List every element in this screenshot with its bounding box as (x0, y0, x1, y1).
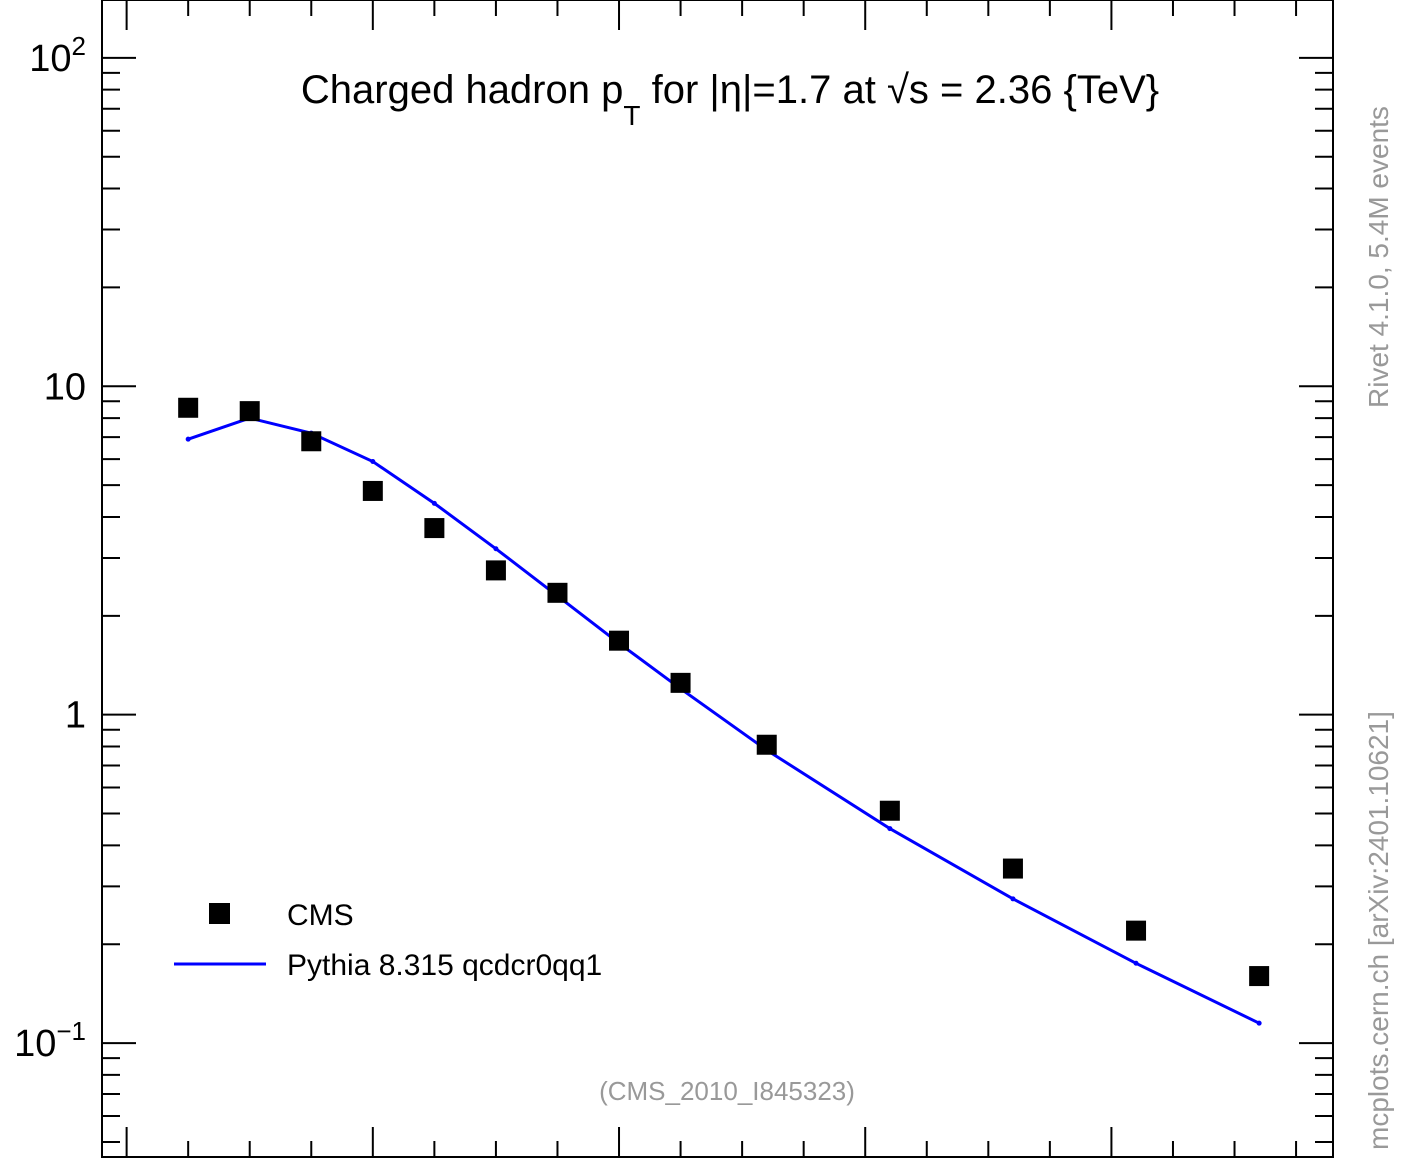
pythia-point (1010, 896, 1016, 902)
pythia-point (493, 546, 499, 552)
cms-point (424, 518, 445, 539)
y-tick-label: 1 (65, 695, 86, 737)
pythia-point (1133, 960, 1139, 966)
cms-point (301, 431, 322, 452)
title-subscript: T (623, 100, 640, 131)
cms-point (178, 397, 199, 418)
plot-frame (101, 0, 1334, 1158)
pythia-point (185, 436, 191, 442)
side-label-top: Rivet 4.1.0, 5.4M events (1363, 106, 1394, 408)
legend: CMS Pythia 8.315 qcdcr0qq1 (174, 899, 602, 982)
legend-marker-cms (209, 903, 230, 924)
series-line-pythia (187, 416, 1260, 1025)
legend-label-pythia: Pythia 8.315 qcdcr0qq1 (287, 949, 602, 982)
watermark: (CMS_2010_I845323) (599, 1076, 855, 1106)
title-rest: for |η|=1.7 at √s = 2.36 {TeV} (640, 68, 1159, 112)
pythia-point (1256, 1020, 1262, 1026)
cms-point (609, 630, 630, 651)
cms-point (1249, 966, 1270, 987)
title-main: Charged hadron p (301, 68, 623, 112)
cms-point (239, 401, 260, 422)
cms-point (1002, 858, 1023, 879)
cms-point (547, 582, 568, 603)
series-layer (178, 397, 1270, 1026)
cms-point (756, 734, 777, 755)
axis-ticks (102, 0, 1333, 1157)
cms-point (879, 800, 900, 821)
y-tick-label: 10 (44, 366, 86, 408)
y-tick-label: 102 (29, 31, 86, 80)
cms-point (485, 560, 506, 581)
y-tick-label: 10−1 (14, 1016, 86, 1065)
legend-label-cms: CMS (287, 899, 354, 932)
cms-point (1126, 920, 1147, 941)
y-tick-labels: 102 10 1 10−1 (14, 31, 86, 1065)
pythia-point (887, 826, 893, 832)
cms-point (670, 672, 691, 693)
pythia-point (370, 459, 376, 465)
chart-title: Charged hadron pT for |η|=1.7 at √s = 2.… (301, 68, 1159, 131)
side-label-bottom: mcplots.cern.ch [arXiv:2401.10621] (1363, 711, 1394, 1150)
pythia-point (431, 500, 437, 506)
cms-point (362, 480, 383, 501)
